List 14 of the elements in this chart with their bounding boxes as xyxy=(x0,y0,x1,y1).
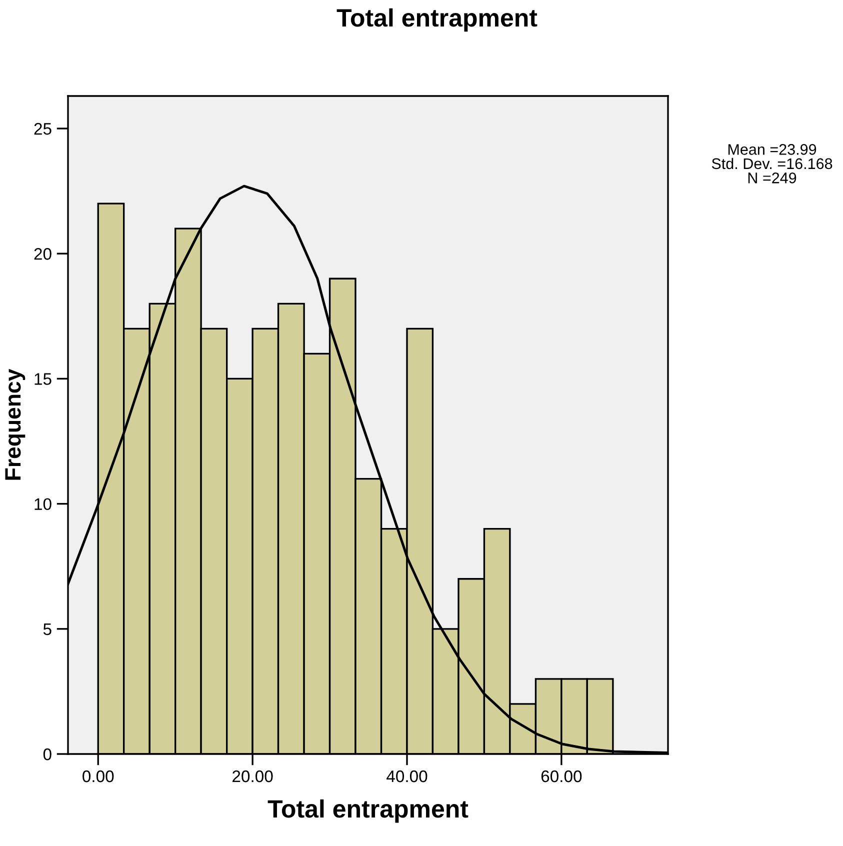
text: Mean =23.99 Std. Dev. =16.168 N =249 xyxy=(712,144,832,184)
y-tick-label: 0 xyxy=(43,748,52,760)
x-tick-label: 60.00 xyxy=(541,770,582,782)
chart-title: Total entrapment xyxy=(336,8,538,32)
x-axis-title: Total entrapment xyxy=(268,799,468,823)
y-tick-label: 15 xyxy=(34,373,52,385)
x-tick-label: 0.00 xyxy=(82,770,114,782)
y-tick-label: 20 xyxy=(34,248,52,260)
y-axis-title: Frequency xyxy=(5,368,26,480)
y-tick-label: 10 xyxy=(34,498,52,510)
y-tick-label: 5 xyxy=(43,623,52,636)
x-tick-label: 40.00 xyxy=(386,770,428,782)
x-tick-label: 20.00 xyxy=(232,770,273,782)
y-tick-label: 25 xyxy=(34,122,52,135)
